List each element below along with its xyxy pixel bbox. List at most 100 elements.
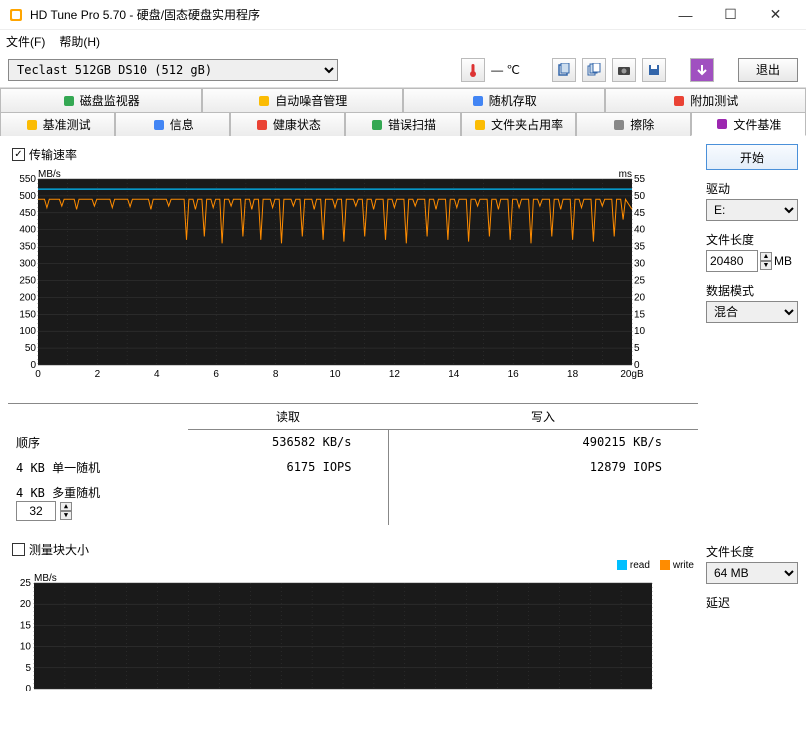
svg-text:8: 8 xyxy=(273,369,279,380)
close-button[interactable]: ✕ xyxy=(753,0,798,30)
svg-text:15: 15 xyxy=(634,309,646,320)
tab-icon xyxy=(370,118,384,132)
filelen-unit: MB xyxy=(774,254,792,268)
tab-擦除[interactable]: 擦除 xyxy=(576,112,691,136)
exit-button[interactable]: 退出 xyxy=(738,58,798,82)
filelen-up[interactable]: ▲ xyxy=(760,252,772,261)
checkbox-icon xyxy=(12,543,25,556)
tab-错误扫描[interactable]: 错误扫描 xyxy=(345,112,460,136)
chart2-legend: read write xyxy=(8,560,698,571)
filelen-down[interactable]: ▼ xyxy=(760,261,772,270)
tab-icon xyxy=(715,117,729,131)
latency-label: 延迟 xyxy=(706,594,798,611)
svg-text:MB/s: MB/s xyxy=(34,573,57,584)
save-button[interactable] xyxy=(642,58,666,82)
svg-text:40: 40 xyxy=(634,225,646,236)
svg-text:100: 100 xyxy=(19,326,36,337)
tab-label: 健康状态 xyxy=(273,116,321,133)
svg-text:25: 25 xyxy=(634,275,646,286)
filelen2-select[interactable]: 64 MB xyxy=(706,562,798,584)
start-button[interactable]: 开始 xyxy=(706,144,798,170)
svg-text:10: 10 xyxy=(329,369,341,380)
menu-file[interactable]: 文件(F) xyxy=(6,33,45,50)
svg-text:25: 25 xyxy=(20,578,32,589)
datamode-label: 数据模式 xyxy=(706,282,798,299)
menubar: 文件(F) 帮助(H) xyxy=(0,30,806,52)
copy-button[interactable] xyxy=(552,58,576,82)
results-table: 读取 写入 顺序 536582 KB/s 490215 KB/s 4 KB 单一… xyxy=(8,403,698,525)
drive-select[interactable]: Teclast 512GB DS10 (512 gB) xyxy=(8,59,338,81)
row-seq-write: 490215 KB/s xyxy=(388,430,698,455)
screenshot-button[interactable] xyxy=(612,58,636,82)
svg-text:550: 550 xyxy=(19,174,36,185)
filelen-input[interactable] xyxy=(706,250,758,272)
svg-text:12: 12 xyxy=(389,369,401,380)
app-icon xyxy=(8,7,24,23)
svg-text:45: 45 xyxy=(634,208,646,219)
svg-text:15: 15 xyxy=(20,620,32,631)
threads-stepper[interactable]: ▲▼ xyxy=(16,501,72,521)
window-title: HD Tune Pro 5.70 - 硬盘/固态硬盘实用程序 xyxy=(30,6,663,23)
tab-随机存取[interactable]: 随机存取 xyxy=(403,88,605,112)
tab-自动噪音管理[interactable]: 自动噪音管理 xyxy=(202,88,404,112)
transfer-rate-chart: MB/sms0050510010150152002025025300303503… xyxy=(8,165,658,403)
svg-text:ms: ms xyxy=(619,169,632,180)
row-4k-read: 6175 IOPS xyxy=(188,455,388,480)
svg-text:35: 35 xyxy=(634,242,646,253)
blocksize-chart: MB/s0510152025 xyxy=(8,571,658,691)
tab-文件夹占用率[interactable]: 文件夹占用率 xyxy=(461,112,576,136)
svg-text:20: 20 xyxy=(634,292,646,303)
tab-label: 文件夹占用率 xyxy=(491,116,563,133)
row-4kmulti-write xyxy=(388,480,698,525)
svg-text:6: 6 xyxy=(213,369,219,380)
threads-down[interactable]: ▼ xyxy=(60,511,72,520)
temp-icon[interactable] xyxy=(461,58,485,82)
minimize-button[interactable]: — xyxy=(663,0,708,30)
svg-text:16: 16 xyxy=(508,369,520,380)
titlebar: HD Tune Pro 5.70 - 硬盘/固态硬盘实用程序 — ☐ ✕ xyxy=(0,0,806,30)
checkbox-icon: ✓ xyxy=(12,148,25,161)
svg-text:400: 400 xyxy=(19,225,36,236)
tab-健康状态[interactable]: 健康状态 xyxy=(230,112,345,136)
menu-help[interactable]: 帮助(H) xyxy=(59,33,100,50)
tab-附加测试[interactable]: 附加测试 xyxy=(605,88,806,112)
tab-磁盘监视器[interactable]: 磁盘监视器 xyxy=(0,88,202,112)
svg-text:5: 5 xyxy=(25,662,31,673)
tab-信息[interactable]: 信息 xyxy=(115,112,230,136)
tab-icon xyxy=(152,118,166,132)
threads-up[interactable]: ▲ xyxy=(60,502,72,511)
svg-text:10: 10 xyxy=(20,641,32,652)
tab-icon xyxy=(672,94,686,108)
tab-label: 文件基准 xyxy=(733,116,781,133)
drive-letter-select[interactable]: E: xyxy=(706,199,798,221)
svg-text:200: 200 xyxy=(19,292,36,303)
copyall-button[interactable] xyxy=(582,58,606,82)
datamode-select[interactable]: 混合 xyxy=(706,301,798,323)
row-seq-read: 536582 KB/s xyxy=(188,430,388,455)
tab-label: 随机存取 xyxy=(489,92,537,109)
transfer-rate-checkbox[interactable]: ✓ 传输速率 xyxy=(12,146,694,163)
svg-text:14: 14 xyxy=(448,369,460,380)
svg-text:250: 250 xyxy=(19,275,36,286)
tab-基准测试[interactable]: 基准测试 xyxy=(0,112,115,136)
tab-icon xyxy=(257,94,271,108)
tab-label: 基准测试 xyxy=(43,116,91,133)
refresh-button[interactable] xyxy=(690,58,714,82)
svg-text:55: 55 xyxy=(634,174,646,185)
blocksize-checkbox[interactable]: 测量块大小 xyxy=(12,541,694,558)
svg-text:30: 30 xyxy=(634,259,646,270)
tab-文件基准[interactable]: 文件基准 xyxy=(691,112,806,136)
filelen-label: 文件长度 xyxy=(706,231,798,248)
col-write: 写入 xyxy=(388,404,698,430)
row-4kmulti-read xyxy=(188,480,388,525)
threads-input[interactable] xyxy=(16,501,56,521)
filelen2-label: 文件长度 xyxy=(706,543,798,560)
toolbar: Teclast 512GB DS10 (512 gB) — ℃ 退出 xyxy=(0,52,806,88)
svg-text:500: 500 xyxy=(19,191,36,202)
tab-icon xyxy=(62,94,76,108)
svg-text:2: 2 xyxy=(95,369,101,380)
maximize-button[interactable]: ☐ xyxy=(708,0,753,30)
tab-label: 磁盘监视器 xyxy=(80,92,140,109)
tab-icon xyxy=(471,94,485,108)
checkbox-label: 测量块大小 xyxy=(29,541,89,558)
